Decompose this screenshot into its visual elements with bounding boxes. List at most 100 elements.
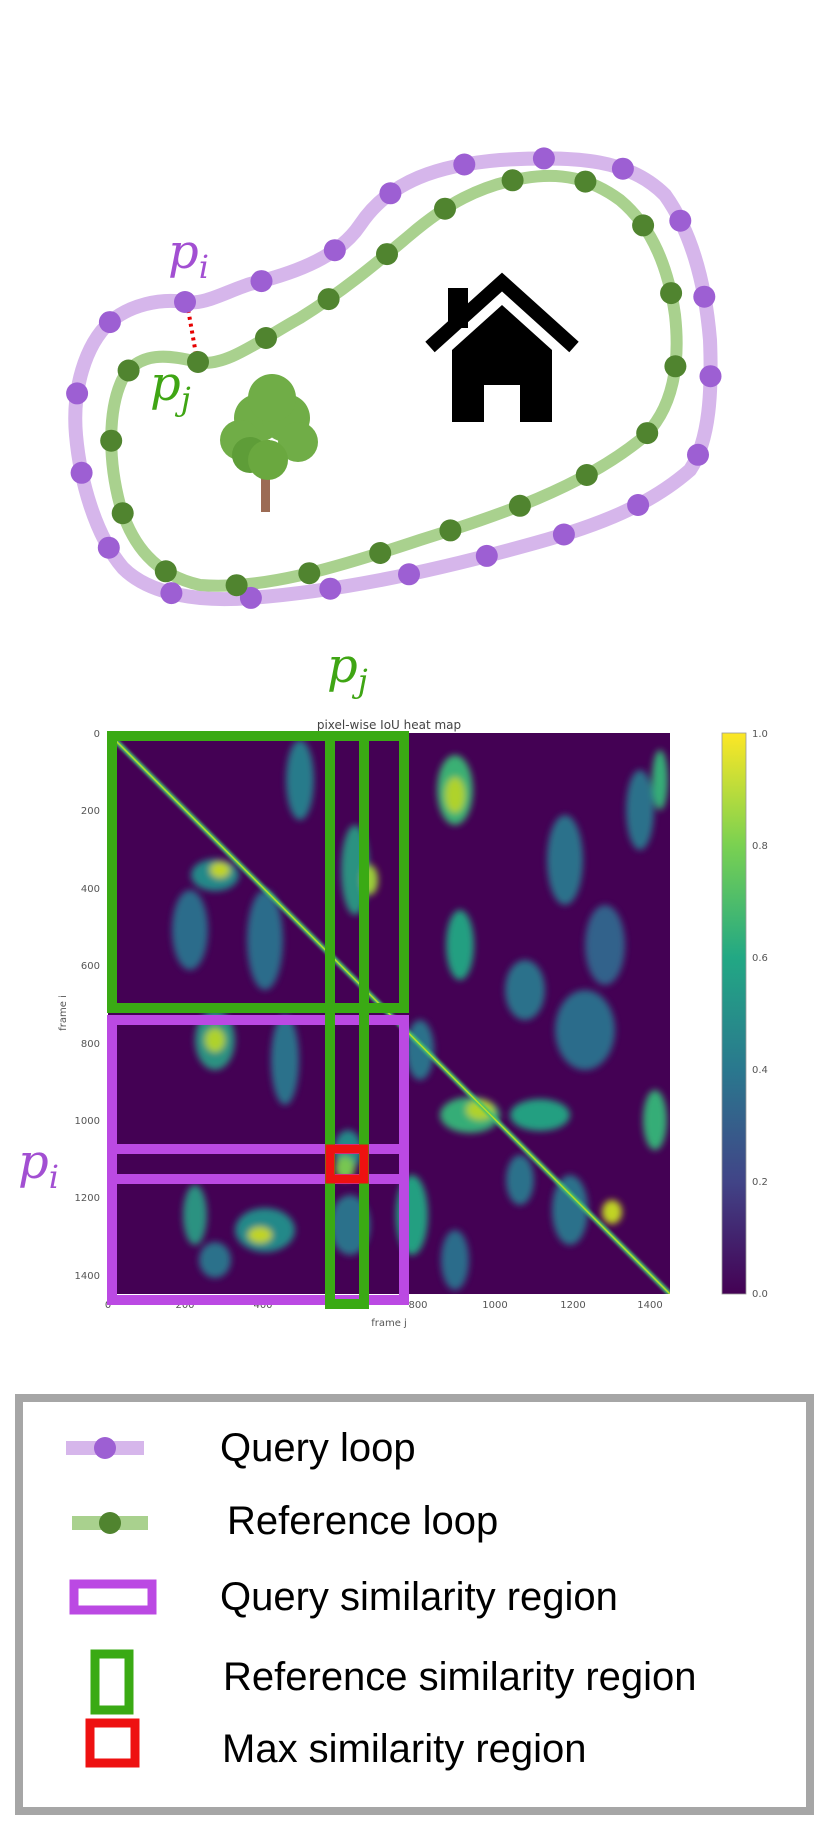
query-loop-symbol — [66, 1437, 144, 1459]
reference-loop-point — [508, 494, 531, 517]
heatmap-top-label: pj — [327, 638, 368, 700]
query-loop-point — [98, 311, 121, 334]
query-loop-point — [379, 182, 402, 205]
query-similarity-strip — [107, 1144, 409, 1184]
reference-loop-points — [100, 169, 687, 597]
colorbar-tick: 1.0 — [752, 729, 768, 740]
query-loop-point — [70, 461, 93, 484]
query-loop-point — [97, 536, 120, 559]
reference-region-symbol — [90, 1649, 134, 1715]
reference-loop-point — [574, 170, 597, 193]
x-tick: 0 — [105, 1300, 111, 1311]
query-loop-point — [239, 586, 262, 609]
query-loop-point — [699, 365, 722, 388]
y-axis-label: frame i — [58, 995, 69, 1031]
legend-item-reference-region: Reference similarity region — [90, 1649, 697, 1715]
reference-loop-point — [575, 464, 598, 486]
reference-loop-point — [660, 282, 683, 305]
tree-icon — [220, 374, 318, 512]
reference-loop-point — [100, 429, 123, 452]
query-point-label: pi — [168, 224, 209, 286]
y-tick: 400 — [81, 884, 100, 895]
reference-loop-point — [439, 519, 462, 542]
heatmap-side-label: pi — [18, 1134, 59, 1196]
reference-loop-point — [664, 355, 687, 378]
reference-loop-point — [317, 288, 340, 311]
reference-loop-point — [255, 327, 277, 349]
reference-loop-point — [376, 243, 398, 266]
legend-item-reference-loop: Reference loop — [72, 1499, 498, 1543]
colorbar-tick: 0.2 — [752, 1177, 768, 1188]
y-tick: 1400 — [75, 1271, 100, 1282]
x-tick: 1200 — [560, 1300, 585, 1311]
x-tick: 1000 — [482, 1300, 507, 1311]
y-tick: 1000 — [75, 1116, 100, 1127]
reference-loop-point — [154, 560, 177, 583]
colorbar — [721, 732, 747, 1295]
colorbar-tick: 0.0 — [752, 1289, 768, 1300]
reference-loop-point — [117, 359, 140, 382]
query-loop-points — [66, 147, 722, 609]
reference-loop-point — [636, 422, 659, 445]
y-tick: 1200 — [75, 1193, 100, 1204]
reference-loop-point — [369, 542, 392, 564]
reference-loop-point — [632, 214, 655, 237]
x-tick: 200 — [175, 1300, 194, 1311]
legend-item-max-region: Max similarity region — [85, 1718, 587, 1771]
legend-label-query-region: Query similarity region — [220, 1575, 618, 1619]
query-loop-point — [398, 563, 420, 586]
x-axis-label: frame j — [371, 1318, 407, 1329]
query-loop-point — [250, 270, 273, 293]
max-similarity-region — [325, 1144, 369, 1184]
house-icon — [425, 272, 579, 422]
y-tick: 0 — [94, 729, 100, 740]
reference-point-label: pj — [150, 356, 191, 418]
query-loop-point — [160, 582, 183, 605]
legend: Query loop Reference loop Query similari… — [15, 1394, 814, 1815]
reference-similarity-region — [107, 731, 409, 1013]
query-region-symbol — [69, 1579, 157, 1615]
query-loop-point — [174, 291, 196, 313]
legend-label-query-loop: Query loop — [220, 1426, 416, 1470]
y-tick: 200 — [81, 806, 100, 817]
query-loop-point — [627, 494, 650, 516]
loop-scene: pi pj — [66, 147, 722, 609]
query-loop-point — [532, 147, 555, 170]
query-loop-point — [693, 285, 716, 308]
x-tick: 400 — [253, 1300, 272, 1311]
reference-loop-point — [225, 574, 248, 597]
reference-loop-point — [187, 351, 209, 373]
legend-label-reference-region: Reference similarity region — [223, 1655, 697, 1699]
query-loop-point — [669, 209, 692, 232]
heatmap-title: pixel-wise IoU heat map — [317, 718, 461, 732]
max-region-symbol — [85, 1718, 140, 1768]
heatmap-panel: pj pixel-wise IoU heat map — [18, 638, 768, 1329]
query-loop-point — [475, 544, 498, 567]
reference-loop-point — [298, 562, 321, 585]
query-loop-point — [66, 382, 89, 405]
legend-item-query-region: Query similarity region — [69, 1575, 618, 1619]
x-tick: 1400 — [637, 1300, 662, 1311]
query-loop-point — [552, 523, 575, 546]
reference-loop-point — [111, 502, 134, 525]
query-loop-point — [687, 443, 709, 466]
reference-loop-symbol — [72, 1512, 148, 1534]
legend-label-max-region: Max similarity region — [222, 1727, 587, 1771]
query-loop-point — [611, 157, 634, 180]
legend-item-query-loop: Query loop — [66, 1426, 416, 1470]
colorbar-ticks: 0.0 0.2 0.4 0.6 0.8 1.0 — [752, 729, 768, 1300]
reference-similarity-strip — [325, 731, 369, 1309]
query-loop-point — [319, 577, 342, 600]
y-tick: 600 — [81, 961, 100, 972]
query-loop-point — [323, 239, 346, 262]
y-tick: 800 — [81, 1039, 100, 1050]
legend-label-reference-loop: Reference loop — [227, 1499, 498, 1543]
reference-loop-point — [434, 197, 456, 220]
y-axis-ticks: 0 200 400 600 800 1000 1200 1400 — [75, 729, 100, 1282]
colorbar-tick: 0.6 — [752, 953, 768, 964]
query-loop-point — [453, 153, 476, 176]
correspondence-line — [185, 302, 199, 361]
heatmap-image — [108, 733, 670, 1294]
colorbar-tick: 0.4 — [752, 1065, 768, 1076]
